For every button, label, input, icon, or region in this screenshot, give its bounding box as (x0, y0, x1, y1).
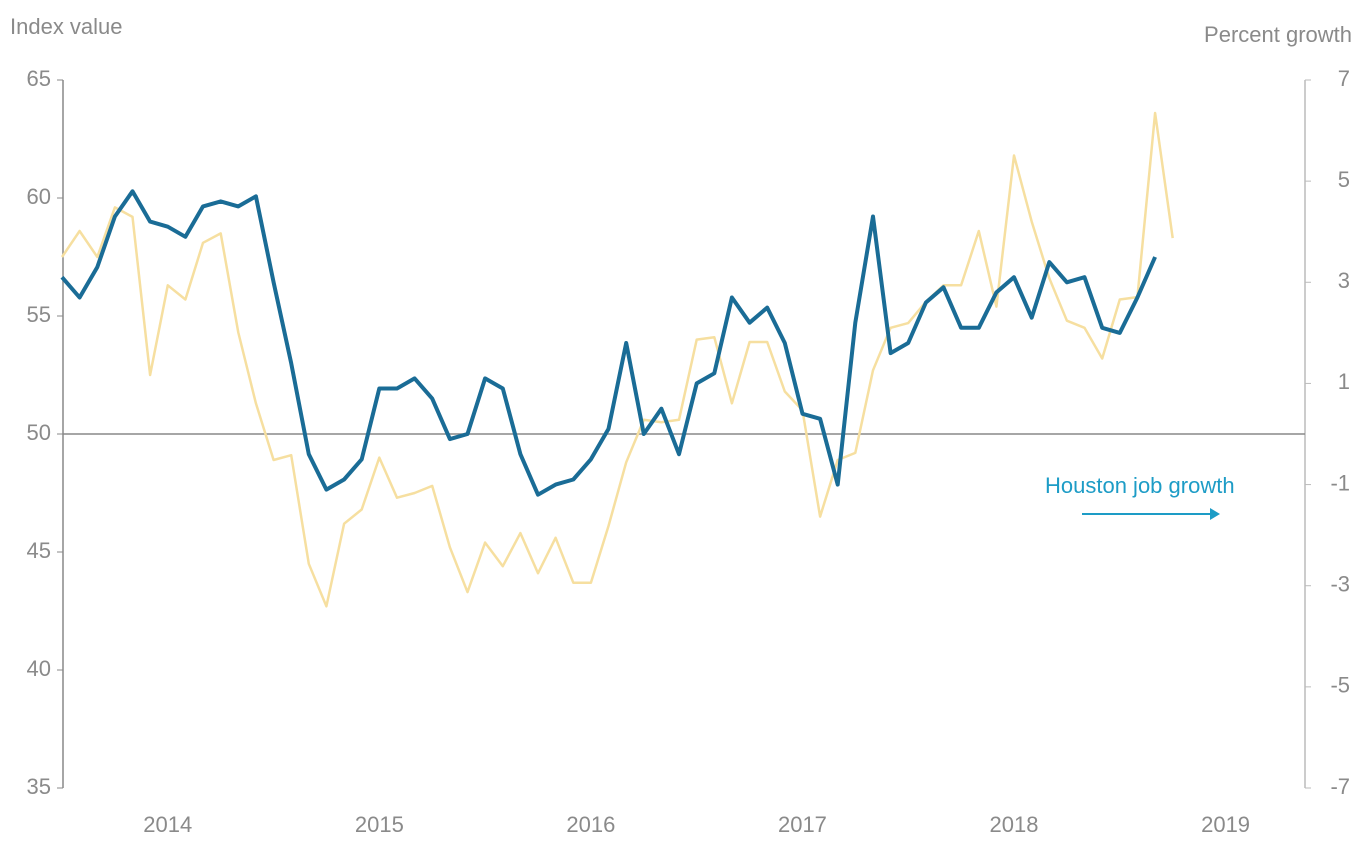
y-tick-label: 65 (27, 66, 51, 91)
y2-tick-label: -7 (1330, 774, 1350, 799)
y-tick-label: 55 (27, 302, 51, 327)
y-tick-label: 35 (27, 774, 51, 799)
y-tick-label: 50 (27, 420, 51, 445)
x-tick-label: 2014 (143, 812, 192, 837)
y-tick-label: 45 (27, 538, 51, 563)
y2-tick-label: -3 (1330, 572, 1350, 597)
x-tick-label: 2018 (990, 812, 1039, 837)
series-line (60, 189, 1157, 497)
y2-tick-label: -1 (1330, 470, 1350, 495)
annotation: Houston job growth (1045, 473, 1235, 498)
y-tick-label: 40 (27, 656, 51, 681)
series-line (60, 111, 1174, 608)
y-tick-label: 60 (27, 184, 51, 209)
y2-tick-label: 7 (1338, 66, 1350, 91)
y2-tick-label: 1 (1338, 369, 1350, 394)
y-axis-title: Index value (10, 14, 123, 39)
x-tick-label: 2017 (778, 812, 827, 837)
x-tick-label: 2015 (355, 812, 404, 837)
y2-axis-title: Percent growth (1204, 22, 1352, 47)
x-tick-label: 2016 (566, 812, 615, 837)
annotation-arrowhead (1210, 508, 1220, 520)
x-tick-label: 2019 (1201, 812, 1250, 837)
y2-tick-label: -5 (1330, 673, 1350, 698)
y2-tick-label: 3 (1338, 268, 1350, 293)
y2-tick-label: 5 (1338, 167, 1350, 192)
